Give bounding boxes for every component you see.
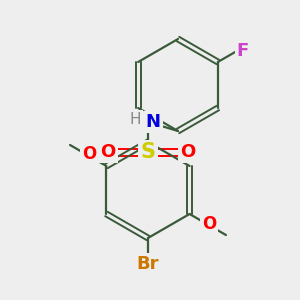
Text: O: O (202, 215, 216, 233)
Text: Br: Br (137, 255, 159, 273)
Text: S: S (140, 142, 155, 162)
Text: O: O (82, 145, 96, 163)
Text: O: O (100, 143, 116, 161)
Text: H: H (129, 112, 141, 127)
Text: O: O (180, 143, 196, 161)
Text: N: N (146, 113, 160, 131)
Text: F: F (237, 42, 249, 60)
